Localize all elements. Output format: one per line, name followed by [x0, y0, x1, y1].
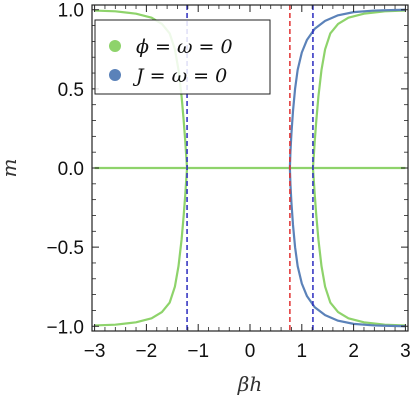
x-axis-label: βh [237, 372, 262, 396]
series-1-branch-2 [94, 167, 189, 327]
legend-label-2: J = ω = 0 [132, 65, 227, 87]
x-tick-label: 2 [348, 341, 359, 362]
series-1-branch-4 [311, 9, 406, 169]
x-tick-label: −3 [84, 341, 106, 362]
series-2-branch-2 [288, 167, 406, 328]
x-tick-label: −1 [187, 341, 209, 362]
y-tick-label: −1.0 [46, 317, 84, 338]
series-1-branch-5 [311, 167, 406, 327]
legend-marker-1 [109, 40, 121, 52]
y-tick-label: −0.5 [46, 238, 84, 259]
x-tick-label: −2 [136, 341, 158, 362]
y-axis-label: m [0, 159, 21, 178]
x-tick-label: 3 [400, 341, 411, 362]
y-tick-label: 1.0 [58, 1, 84, 22]
y-tick-label: 0.0 [58, 159, 84, 180]
legend-marker-2 [109, 69, 121, 81]
x-tick-label: 1 [297, 341, 308, 362]
legend-label-1: ϕ = ω = 0 [136, 36, 233, 58]
y-tick-label: 0.5 [58, 80, 84, 101]
legend-box [94, 19, 271, 95]
series-2-branch-1 [288, 8, 406, 169]
x-tick-label: 0 [245, 341, 256, 362]
plot-area [94, 5, 406, 331]
